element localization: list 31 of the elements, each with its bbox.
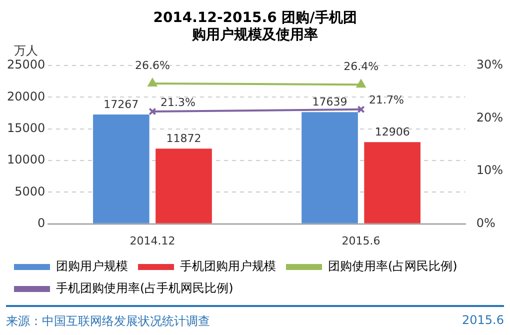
data-label: 12906: [374, 125, 410, 138]
chart-title: 2014.12-2015.6 团购/手机团购用户规模及使用率: [153, 9, 357, 43]
y-tick-label: 20000: [6, 89, 46, 104]
text: 2015.6: [462, 313, 504, 329]
bar: [156, 148, 212, 224]
data-label: 17639: [312, 96, 348, 109]
y-tick-label: 15000: [6, 121, 46, 136]
y2-tick-label: 30%: [476, 58, 503, 72]
source-note: 来源：中国互联网络发展状况统计调查: [6, 313, 210, 330]
legend-label: 手机团购用户规模: [180, 259, 276, 274]
legend-label: 手机团购使用率(占手机网民比例): [56, 281, 234, 296]
legend-label: 团购使用率(占网民比例): [328, 259, 458, 274]
bar: [93, 114, 150, 224]
legend-label: 团购用户规模: [56, 259, 128, 274]
y-tick-label: 0: [38, 216, 46, 230]
data-label: 11872: [166, 132, 202, 146]
x-tick-label: 2014.12: [130, 234, 176, 248]
data-label: 21.3%: [160, 96, 196, 109]
y2-tick-label: 20%: [476, 110, 503, 124]
y-axis-title: 万人: [14, 44, 38, 58]
data-label: 17267: [104, 98, 139, 111]
data-label: 21.7%: [369, 94, 404, 107]
y2-tick-label: 0%: [476, 216, 496, 230]
y-tick-label: 25000: [6, 58, 46, 72]
bar: [302, 112, 358, 224]
y-tick-label: 5000: [14, 184, 46, 198]
y-tick-label: 10000: [6, 152, 46, 167]
data-label: 26.6%: [134, 58, 170, 72]
data-label: 26.4%: [344, 60, 379, 73]
bar: [364, 142, 420, 224]
y2-tick-label: 10%: [476, 163, 503, 178]
